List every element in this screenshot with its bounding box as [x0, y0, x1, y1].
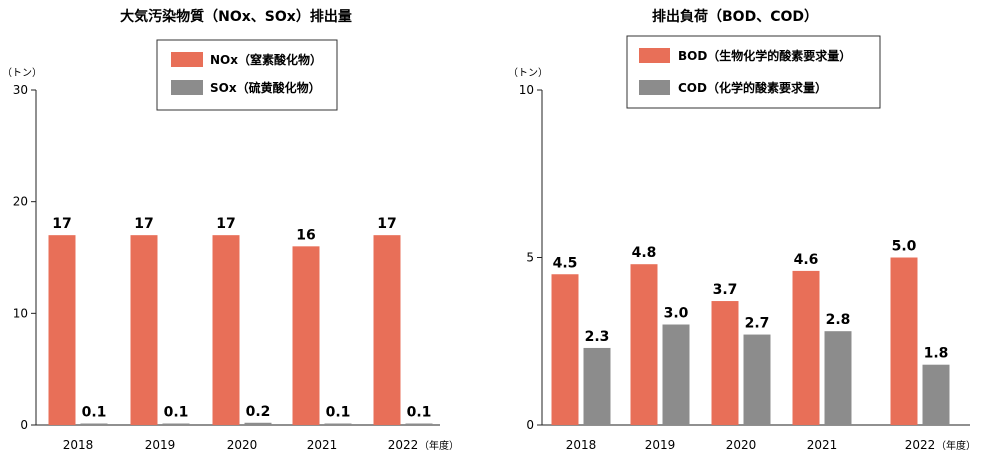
legend-box	[156, 39, 338, 111]
x-tick-label: 2021	[307, 438, 338, 452]
bar-series2-2020	[743, 334, 771, 425]
bar-series2-2022	[922, 364, 950, 425]
bar-series2-2019	[662, 324, 690, 425]
legend-swatch-2	[171, 80, 203, 95]
x-tick-label: 2019	[145, 438, 176, 452]
data-label-series1-2019: 4.8	[632, 245, 657, 261]
bar-series1-2018	[48, 235, 76, 425]
bar-series1-2022	[890, 257, 918, 425]
legend-swatch-1	[639, 48, 670, 63]
bar-series1-2022	[373, 235, 401, 425]
bar-series1-2021	[792, 270, 820, 425]
bar-series2-2021	[824, 331, 852, 425]
y-tick-label: 0	[526, 418, 534, 432]
bar-series2-2020	[244, 422, 272, 425]
bar-series2-2022	[405, 423, 433, 425]
data-label-series1-2018: 4.5	[553, 255, 578, 271]
data-label-series1-2020: 3.7	[713, 282, 738, 298]
bar-series1-2021	[292, 246, 320, 425]
data-label-series1-2021: 16	[296, 227, 315, 243]
legend-label-2: COD（化学的酸素要求量）	[678, 80, 827, 95]
bar-series1-2019	[130, 235, 158, 425]
data-label-series2-2022: 0.1	[407, 405, 432, 421]
bar-series1-2020	[711, 301, 739, 425]
y-axis-unit: （トン）	[508, 67, 548, 79]
x-tick-label: 2020	[726, 438, 757, 452]
data-label-series2-2021: 2.8	[826, 312, 851, 328]
y-axis-unit: （トン）	[2, 67, 42, 79]
legend-label-2: SOx（硫黄酸化物）	[210, 80, 321, 95]
data-label-series2-2018: 2.3	[585, 329, 610, 345]
bar-series2-2021	[324, 423, 352, 425]
y-tick-label: 5	[526, 251, 534, 265]
data-label-series2-2020: 0.2	[246, 404, 271, 420]
chart-title: 大気汚染物質（NOx、SOx）排出量	[120, 8, 352, 25]
data-label-series2-2019: 3.0	[664, 306, 689, 322]
x-tick-label: 2019	[645, 438, 676, 452]
legend-label-1: BOD（生物化学的酸素要求量）	[678, 48, 851, 63]
bar-series2-2018	[583, 347, 611, 425]
x-tick-label: 2021	[807, 438, 838, 452]
data-label-series1-2022: 5.0	[892, 239, 917, 255]
x-axis-unit: （年度）	[419, 439, 459, 452]
x-tick-label: 2020	[227, 438, 258, 452]
x-tick-label: 2018	[566, 438, 597, 452]
legend-box	[626, 35, 881, 109]
x-tick-label: 2022	[388, 438, 419, 452]
bar-series2-2018	[80, 423, 108, 425]
y-tick-label: 10	[519, 83, 534, 97]
data-label-series2-2020: 2.7	[745, 316, 770, 332]
data-label-series2-2019: 0.1	[164, 405, 189, 421]
data-label-series2-2022: 1.8	[924, 346, 949, 362]
y-tick-label: 20	[13, 195, 28, 209]
data-label-series1-2018: 17	[52, 216, 71, 232]
bar-series1-2019	[630, 264, 658, 425]
x-tick-label: 2022	[905, 438, 936, 452]
y-tick-label: 0	[20, 418, 28, 432]
x-tick-label: 2018	[63, 438, 94, 452]
chart-title: 排出負荷（BOD、COD）	[652, 8, 818, 25]
data-label-series2-2021: 0.1	[326, 405, 351, 421]
x-axis-unit: （年度）	[936, 439, 976, 452]
bar-series1-2020	[212, 235, 240, 425]
data-label-series2-2018: 0.1	[82, 405, 107, 421]
data-label-series1-2022: 17	[377, 216, 396, 232]
legend-label-1: NOx（窒素酸化物）	[210, 52, 322, 67]
y-tick-label: 10	[13, 306, 28, 320]
y-tick-label: 30	[13, 83, 28, 97]
bar-series2-2019	[162, 423, 190, 425]
data-label-series1-2020: 17	[216, 216, 235, 232]
legend-swatch-2	[639, 80, 670, 95]
legend-swatch-1	[171, 52, 203, 67]
data-label-series1-2021: 4.6	[794, 252, 819, 268]
bar-series1-2018	[551, 274, 579, 425]
data-label-series1-2019: 17	[134, 216, 153, 232]
